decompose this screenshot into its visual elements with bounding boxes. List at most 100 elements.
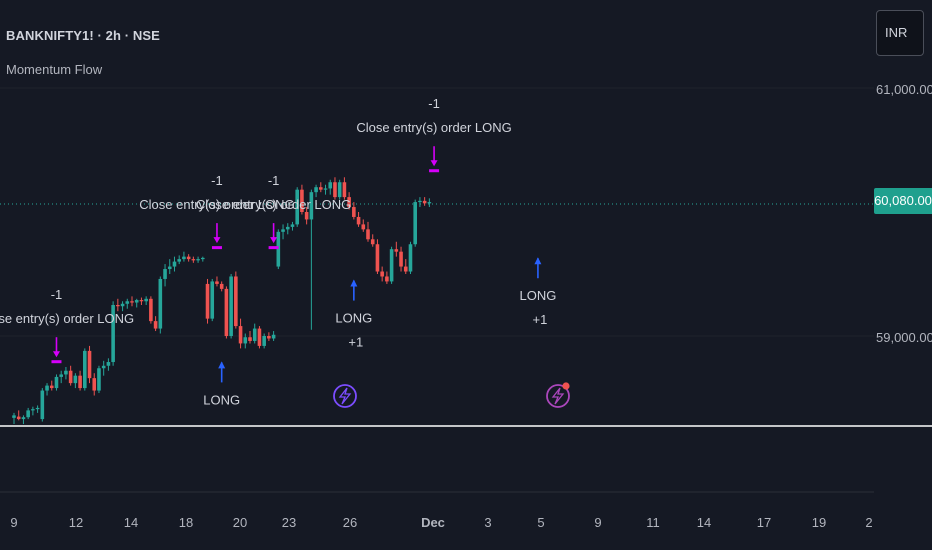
exit-arrow-head: [430, 160, 438, 167]
entry-arrow-head: [534, 257, 542, 265]
candle: [215, 281, 219, 284]
candle: [418, 200, 422, 203]
candle: [21, 417, 26, 420]
candle: [276, 231, 281, 267]
exit-arrow-head: [213, 237, 221, 244]
symbol-title[interactable]: BANKNIFTY1! · 2h · NSE: [6, 28, 160, 43]
bolt-icon[interactable]: [333, 384, 357, 408]
strategy-signals: -1 Close entry(s) order LONG -1 Close entry…: [0, 96, 556, 407]
candle: [342, 182, 347, 198]
time-tick: 20: [233, 515, 247, 530]
candle: [347, 197, 351, 208]
candle: [271, 334, 276, 339]
time-tick: 12: [69, 515, 83, 530]
candle: [422, 200, 427, 204]
signal-count: +1: [533, 312, 548, 327]
signal-count: -1: [268, 173, 280, 188]
candle: [87, 350, 92, 379]
candle: [238, 326, 243, 344]
candle: [243, 337, 248, 344]
exit-arrow-head: [52, 351, 60, 358]
bolt-icon[interactable]: [546, 382, 570, 408]
candle: [262, 336, 266, 346]
candle: [356, 216, 361, 225]
candle: [120, 303, 125, 307]
signal-label: Close entry(s) order LONG: [0, 311, 134, 326]
candle: [182, 256, 186, 260]
candle: [73, 375, 78, 384]
time-tick: 3: [484, 515, 491, 530]
candle: [337, 182, 342, 198]
candle: [158, 278, 163, 329]
candle: [389, 249, 394, 282]
exit-marker: [268, 246, 279, 250]
candle: [163, 269, 167, 279]
candle: [403, 266, 408, 272]
candle: [92, 378, 97, 391]
candle: [319, 187, 323, 190]
candle: [304, 212, 309, 220]
time-tick: 9: [10, 515, 17, 530]
candle: [101, 365, 106, 369]
candle: [394, 249, 399, 252]
candle: [427, 202, 432, 204]
entry-arrow-head: [218, 361, 226, 369]
candle: [153, 321, 158, 329]
candle: [370, 239, 375, 245]
candle: [314, 187, 318, 193]
candle: [106, 362, 111, 366]
indicator-name[interactable]: Momentum Flow: [6, 62, 103, 77]
signal-label: LONG: [335, 311, 372, 326]
time-tick: 14: [124, 515, 138, 530]
candle: [40, 390, 45, 420]
time-tick: 14: [697, 515, 711, 530]
candle: [361, 224, 366, 230]
candle: [408, 244, 413, 272]
candle: [45, 385, 49, 391]
exit-marker: [51, 360, 62, 364]
candle: [125, 301, 130, 304]
candle: [205, 283, 210, 319]
time-tick: 18: [179, 515, 193, 530]
candle: [248, 337, 252, 341]
time-tick: 26: [343, 515, 357, 530]
candle: [295, 189, 299, 225]
candle: [375, 244, 380, 272]
candle: [134, 300, 139, 303]
candle: [191, 259, 196, 261]
currency-button[interactable]: INR: [876, 10, 924, 56]
candle: [97, 368, 101, 391]
candle: [78, 375, 82, 389]
exit-marker: [429, 169, 440, 173]
candle: [177, 259, 181, 262]
candle: [196, 259, 200, 261]
candle: [281, 229, 285, 232]
candle: [229, 276, 233, 336]
time-axis[interactable]: 9 12 14 18 20 23 26 Dec 3 5 9 11 14 17 19 2: [10, 515, 872, 530]
candle: [257, 328, 262, 346]
candle: [172, 261, 177, 267]
time-tick: 17: [757, 515, 771, 530]
signal-label: Close entry(s) order LONG: [139, 197, 294, 212]
candle: [12, 415, 16, 418]
candle: [413, 202, 417, 245]
price-axis[interactable]: 61,000.00 59,000.00: [876, 82, 932, 345]
candle: [328, 182, 333, 189]
candle: [234, 276, 238, 327]
candle: [64, 370, 68, 375]
chart-grid: [0, 87, 874, 337]
candle: [83, 350, 87, 389]
candle: [68, 370, 73, 384]
candle: [111, 305, 115, 363]
time-tick: 11: [646, 515, 660, 530]
candle: [167, 266, 172, 270]
time-tick: 23: [282, 515, 296, 530]
price-tick: 59,000.00: [876, 330, 932, 345]
candle: [399, 251, 403, 267]
candle: [323, 188, 328, 190]
candle: [26, 410, 30, 418]
candlestick-series[interactable]: [12, 177, 432, 425]
